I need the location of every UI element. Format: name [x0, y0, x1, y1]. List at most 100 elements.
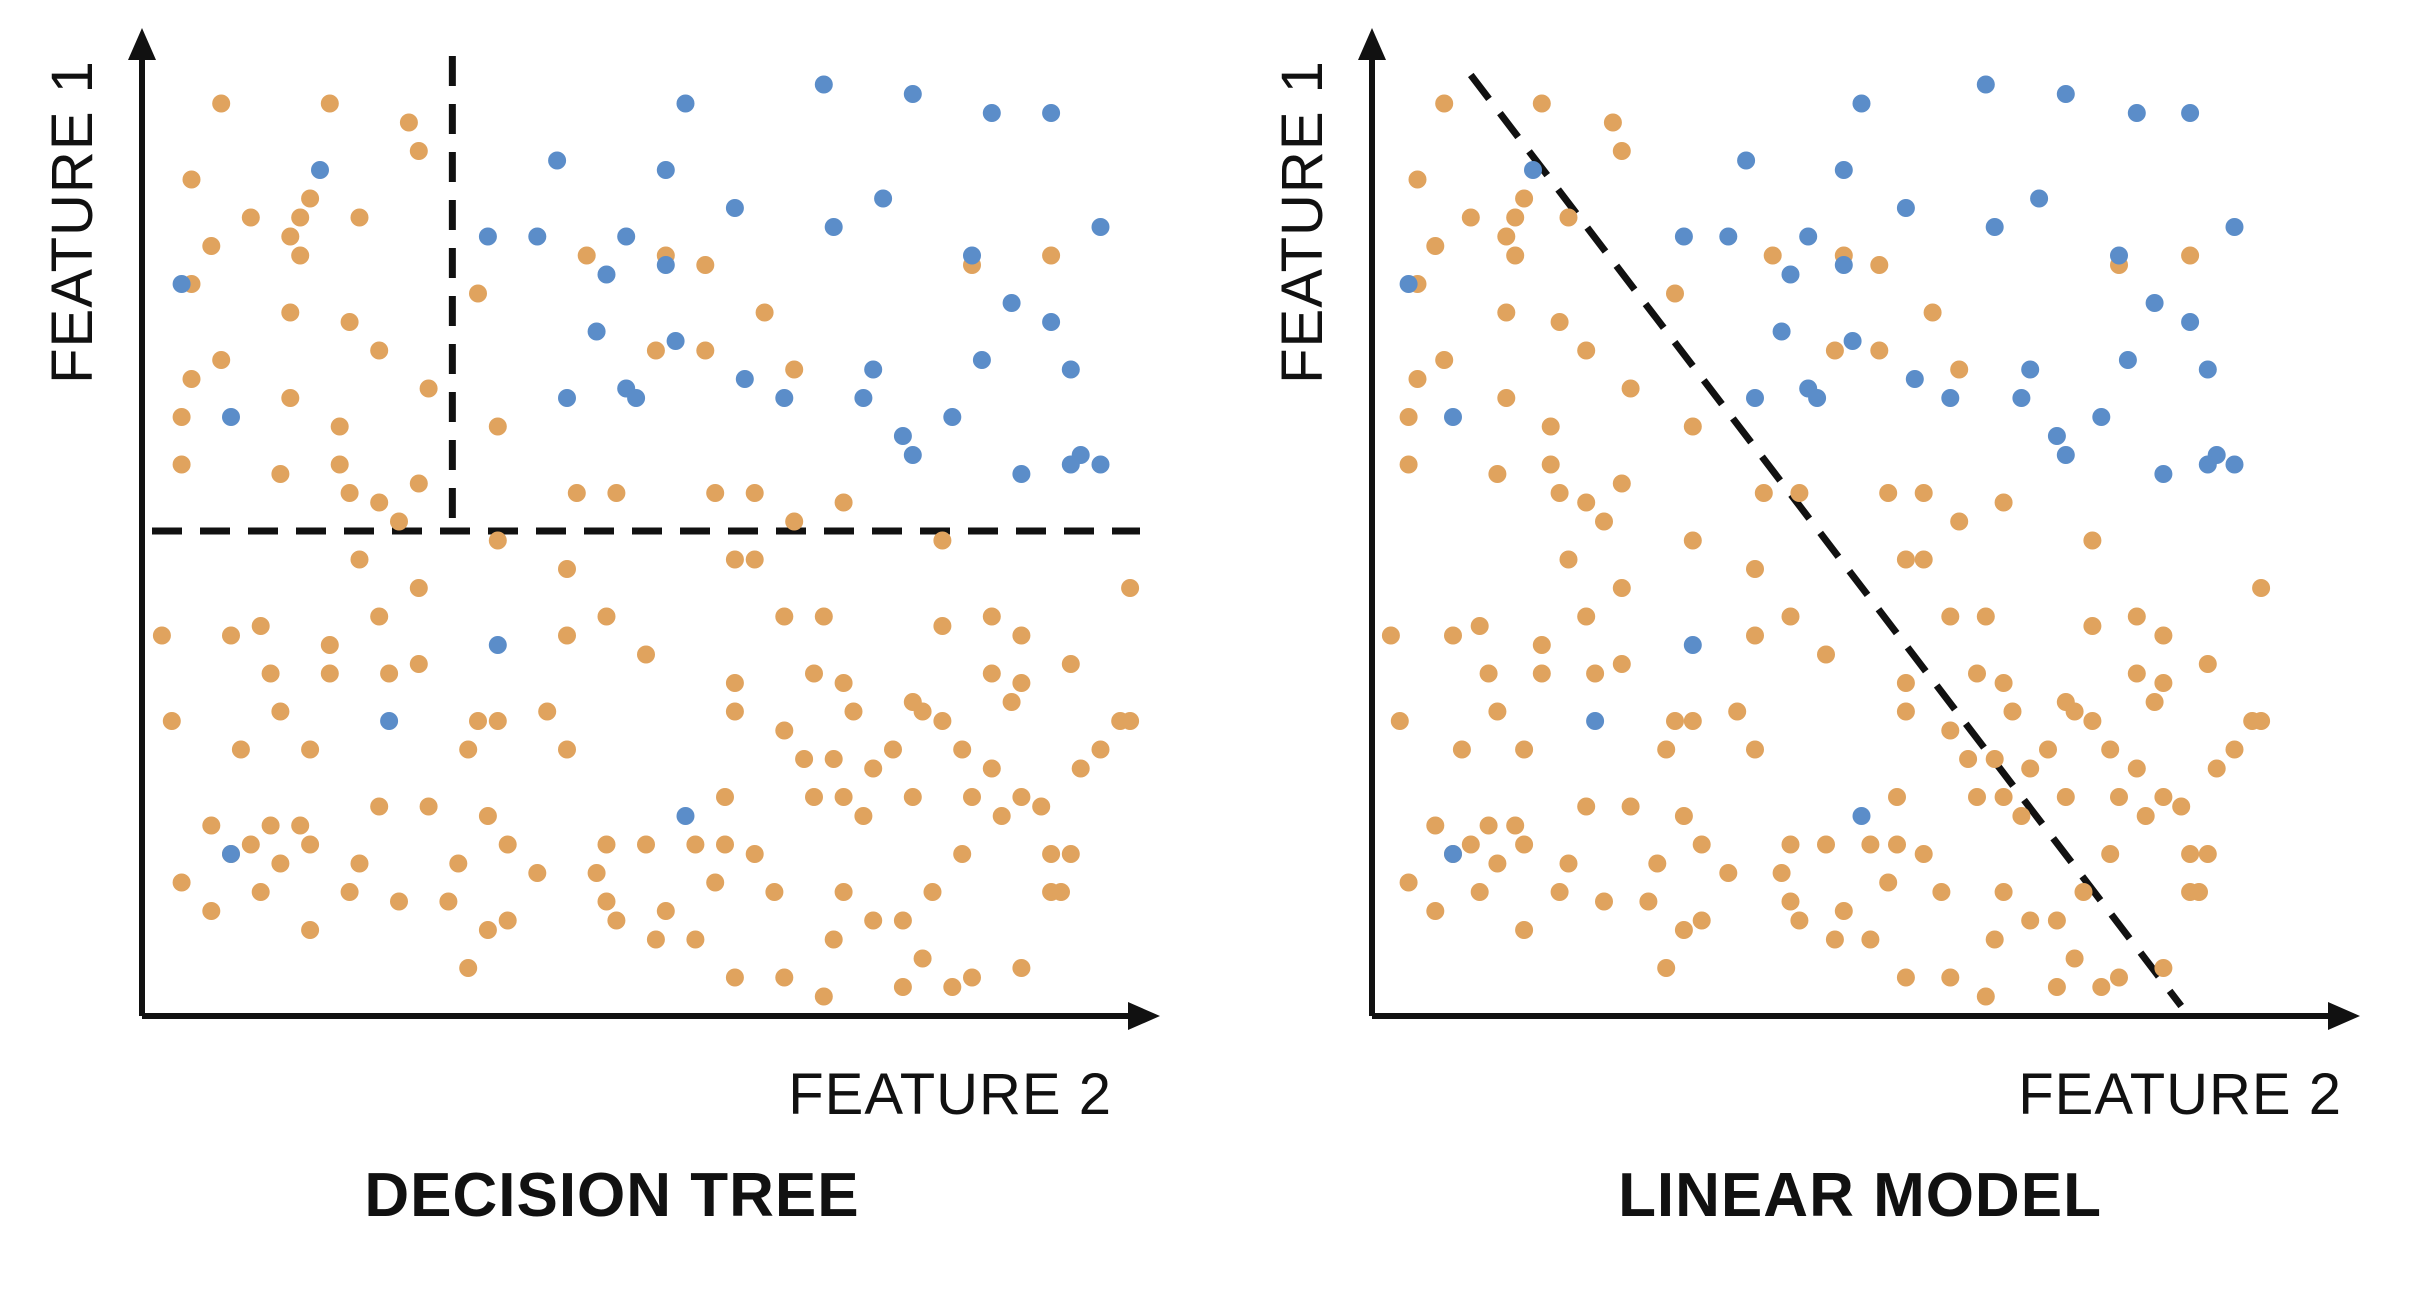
orange-point — [1121, 712, 1140, 730]
orange-point — [1879, 873, 1898, 892]
orange-point — [212, 351, 231, 369]
orange-point — [913, 949, 932, 968]
orange-point — [182, 170, 201, 189]
blue-point — [1905, 370, 1924, 388]
orange-point — [716, 788, 734, 806]
orange-point — [1452, 740, 1471, 759]
orange-point — [1061, 845, 1080, 863]
orange-point — [706, 873, 725, 892]
blue-point — [380, 712, 399, 730]
orange-point — [834, 788, 853, 806]
blue-point — [548, 151, 567, 170]
blue-point — [903, 446, 922, 464]
blue-point — [2181, 104, 2200, 122]
orange-point — [1559, 854, 1578, 873]
orange-point — [2198, 655, 2217, 673]
orange-point — [1861, 930, 1880, 949]
blue-point — [1012, 465, 1031, 483]
orange-point — [2207, 759, 2226, 778]
y-axis-arrowhead — [128, 28, 156, 60]
orange-point — [1621, 379, 1640, 398]
blue-point — [1941, 389, 1960, 407]
orange-point — [439, 892, 458, 911]
orange-point — [824, 750, 843, 768]
orange-point — [1950, 512, 1969, 531]
blue-point — [1772, 322, 1791, 341]
orange-point — [637, 645, 655, 664]
blue-point — [1719, 227, 1738, 246]
orange-point — [963, 968, 981, 987]
orange-point — [340, 313, 359, 331]
orange-point — [320, 664, 339, 683]
blue-point — [1808, 389, 1827, 407]
blue-point — [1896, 199, 1915, 217]
orange-point — [172, 455, 191, 474]
blue-point — [874, 189, 893, 208]
blue-point — [222, 845, 240, 863]
orange-point — [1639, 892, 1658, 911]
orange-point — [1879, 484, 1898, 502]
blue-point — [2021, 360, 2040, 379]
blue-point — [1852, 94, 1871, 113]
orange-point — [2012, 807, 2031, 825]
orange-point — [1994, 674, 2013, 692]
orange-point — [1550, 484, 1569, 502]
blue-point — [1042, 104, 1061, 122]
orange-point — [1435, 94, 1454, 113]
orange-point — [1559, 208, 1578, 227]
orange-point — [1052, 883, 1070, 901]
orange-point — [656, 902, 675, 920]
blue-point — [1976, 75, 1995, 94]
orange-point — [320, 94, 339, 113]
orange-point — [1399, 408, 1418, 426]
orange-point — [745, 550, 764, 569]
orange-point — [785, 512, 804, 531]
blue-point — [617, 227, 636, 246]
orange-point — [1488, 465, 1507, 483]
orange-point — [558, 626, 576, 645]
orange-point — [1754, 484, 1773, 502]
orange-point — [814, 607, 833, 626]
blue-point — [1444, 408, 1462, 426]
orange-point — [1479, 816, 1498, 835]
orange-point — [1719, 864, 1738, 882]
blue-point — [982, 104, 1001, 122]
blue-point — [1985, 218, 2004, 236]
orange-point — [1390, 712, 1409, 730]
orange-point — [864, 759, 883, 778]
orange-point — [1674, 807, 1693, 825]
orange-point — [597, 607, 616, 626]
orange-point — [982, 607, 1001, 626]
orange-point — [399, 113, 418, 132]
orange-point — [903, 788, 922, 806]
orange-point — [1408, 170, 1427, 189]
orange-point — [2074, 883, 2093, 901]
blue-point — [2225, 218, 2244, 236]
blue-point — [676, 94, 695, 113]
orange-point — [459, 740, 478, 759]
orange-point — [1941, 721, 1960, 740]
orange-point — [1071, 759, 1090, 778]
orange-point — [222, 626, 240, 645]
orange-point — [745, 845, 764, 863]
orange-point — [1825, 930, 1844, 949]
orange-point — [291, 246, 310, 265]
orange-point — [488, 417, 507, 436]
orange-point — [2172, 797, 2191, 816]
orange-point — [1488, 854, 1507, 873]
orange-point — [1012, 674, 1031, 692]
orange-point — [251, 617, 270, 635]
blue-point — [1834, 161, 1853, 179]
blue-point — [893, 427, 912, 445]
orange-point — [992, 807, 1011, 825]
orange-point — [1532, 664, 1551, 683]
orange-point — [953, 845, 972, 863]
orange-point — [686, 930, 705, 949]
orange-point — [2181, 246, 2200, 265]
orange-point — [854, 807, 873, 825]
orange-point — [370, 607, 389, 626]
decision-boundaries — [152, 56, 1140, 535]
data-points — [1381, 75, 2271, 1006]
blue-point — [2198, 360, 2217, 379]
orange-point — [1541, 455, 1560, 474]
